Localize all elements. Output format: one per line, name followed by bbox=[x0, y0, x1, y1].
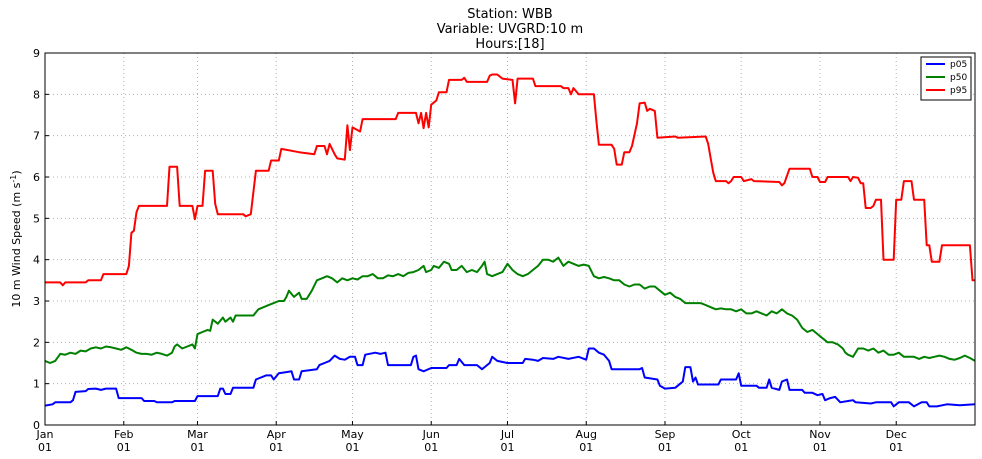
y-tick-label: 6 bbox=[33, 171, 40, 184]
x-tick-month-label: Jun bbox=[422, 428, 440, 441]
x-axis-ticks: Jan01Feb01Mar01Apr01May01Jun01Jul01Aug01… bbox=[36, 421, 907, 454]
x-tick-day-label: 01 bbox=[579, 441, 593, 454]
y-tick-label: 5 bbox=[33, 212, 40, 225]
legend-label-p05: p05 bbox=[950, 60, 967, 70]
x-tick-month-label: Aug bbox=[575, 428, 596, 441]
y-tick-label: 4 bbox=[33, 254, 40, 267]
x-tick-month-label: Jul bbox=[500, 428, 514, 441]
plot-frame bbox=[44, 52, 976, 426]
y-tick-label: 1 bbox=[33, 378, 40, 391]
x-tick-day-label: 01 bbox=[190, 441, 204, 454]
x-tick-day-label: 01 bbox=[734, 441, 748, 454]
x-tick-month-label: May bbox=[341, 428, 364, 441]
x-tick-day-label: 01 bbox=[117, 441, 131, 454]
x-tick-day-label: 01 bbox=[38, 441, 52, 454]
chart-title-line-2: Variable: UVGRD:10 m bbox=[437, 22, 583, 37]
chart-title-line-1: Station: WBB bbox=[467, 7, 552, 22]
y-tick-label: 8 bbox=[33, 88, 40, 101]
y-axis-label-text: 10 m Wind Speed (m s bbox=[10, 182, 23, 307]
grid-lines bbox=[45, 53, 975, 425]
series-lines bbox=[44, 73, 976, 408]
y-axis-ticks: 0 1 2 3 4 5 6 7 8 9 bbox=[33, 47, 49, 432]
chart-title-line-3: Hours:[18] bbox=[475, 37, 544, 52]
y-tick-label: 3 bbox=[33, 295, 40, 308]
x-tick-day-label: 01 bbox=[889, 441, 903, 454]
y-tick-label: 9 bbox=[33, 47, 40, 60]
y-tick-label: 2 bbox=[33, 336, 40, 349]
series-line-p50 bbox=[44, 256, 976, 364]
x-tick-day-label: 01 bbox=[269, 441, 283, 454]
x-tick-month-label: Jan bbox=[36, 428, 54, 441]
x-tick-month-label: Sep bbox=[655, 428, 676, 441]
x-tick-month-label: Apr bbox=[267, 428, 287, 441]
y-axis-label-close: ) bbox=[10, 170, 23, 174]
x-tick-month-label: Dec bbox=[886, 428, 907, 441]
series-line-p05 bbox=[44, 347, 976, 408]
y-tick-label: 0 bbox=[33, 419, 40, 432]
legend-label-p50: p50 bbox=[950, 73, 967, 83]
y-axis-label-superscript: -1 bbox=[9, 175, 18, 183]
x-tick-month-label: Feb bbox=[114, 428, 133, 441]
x-tick-month-label: Nov bbox=[809, 428, 831, 441]
legend-label-p95: p95 bbox=[950, 86, 967, 96]
x-tick-day-label: 01 bbox=[658, 441, 672, 454]
y-tick-label: 7 bbox=[33, 130, 40, 143]
x-tick-month-label: Oct bbox=[732, 428, 752, 441]
x-tick-day-label: 01 bbox=[345, 441, 359, 454]
x-tick-day-label: 01 bbox=[813, 441, 827, 454]
x-tick-day-label: 01 bbox=[500, 441, 514, 454]
x-tick-day-label: 01 bbox=[424, 441, 438, 454]
x-tick-month-label: Mar bbox=[187, 428, 208, 441]
series-line-p95 bbox=[45, 73, 975, 287]
y-axis-label: 10 m Wind Speed (m s-1) bbox=[9, 170, 23, 307]
legend: p05 p50 p95 bbox=[920, 56, 972, 101]
